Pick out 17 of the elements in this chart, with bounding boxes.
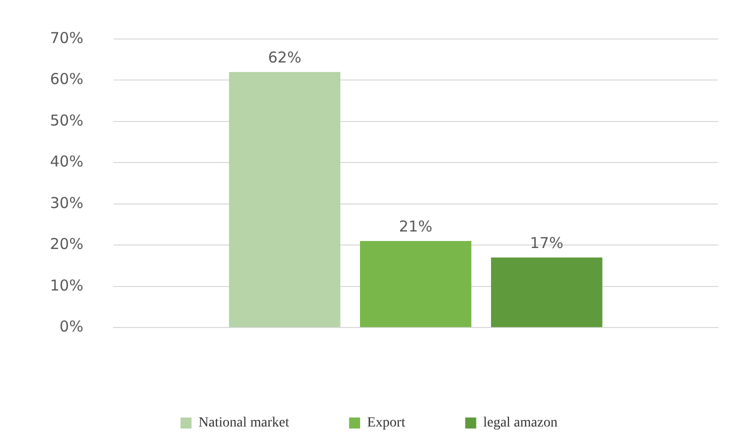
text: 21% — [399, 217, 432, 236]
legend-label: legal amazon — [483, 416, 558, 431]
legend-label: Export — [367, 416, 406, 431]
y-tick-label: 0% — [60, 317, 84, 336]
y-tick-label: 30% — [50, 194, 84, 212]
bar — [360, 241, 472, 328]
y-tick-label: 20% — [50, 235, 84, 254]
bar — [491, 258, 602, 328]
y-tick-label: 50% — [50, 111, 84, 130]
y-tick-label: 60% — [50, 70, 84, 88]
y-tick-label: 10% — [50, 276, 84, 294]
y-tick-label: 40% — [50, 152, 84, 171]
legend-label: National market — [198, 416, 290, 431]
text: 17% — [530, 234, 564, 252]
y-tick-label: 70% — [50, 28, 84, 47]
bar — [228, 72, 340, 328]
text: 62% — [268, 48, 302, 66]
